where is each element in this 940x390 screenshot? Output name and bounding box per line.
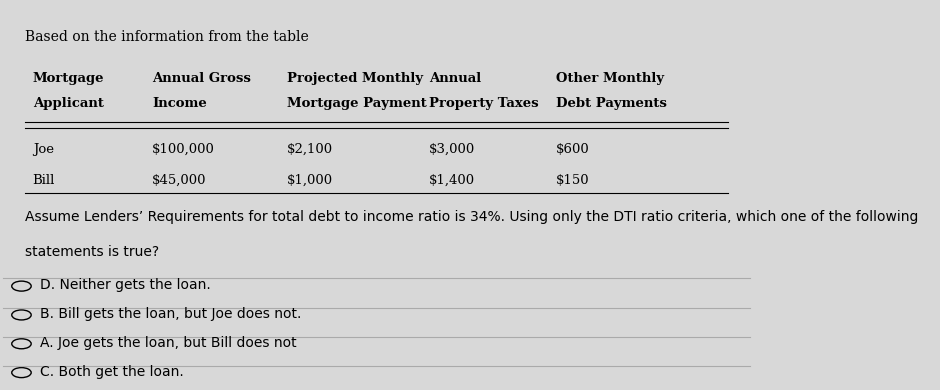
Text: $1,400: $1,400	[429, 174, 475, 187]
Text: A. Joe gets the loan, but Bill does not: A. Joe gets the loan, but Bill does not	[40, 336, 297, 350]
Text: $600: $600	[556, 143, 589, 156]
Text: Annual Gross: Annual Gross	[152, 72, 251, 85]
Text: $45,000: $45,000	[152, 174, 207, 187]
Text: $2,100: $2,100	[287, 143, 333, 156]
Text: $1,000: $1,000	[287, 174, 333, 187]
Text: Assume Lenders’ Requirements for total debt to income ratio is 34%. Using only t: Assume Lenders’ Requirements for total d…	[25, 210, 918, 224]
Text: Applicant: Applicant	[33, 97, 103, 110]
Text: Projected Monthly: Projected Monthly	[287, 72, 423, 85]
Text: Income: Income	[152, 97, 207, 110]
Text: Mortgage Payment: Mortgage Payment	[287, 97, 427, 110]
Text: $100,000: $100,000	[152, 143, 215, 156]
Text: statements is true?: statements is true?	[25, 245, 160, 259]
Text: B. Bill gets the loan, but Joe does not.: B. Bill gets the loan, but Joe does not.	[40, 307, 302, 321]
Text: Other Monthly: Other Monthly	[556, 72, 665, 85]
Text: Property Taxes: Property Taxes	[429, 97, 539, 110]
Text: $150: $150	[556, 174, 589, 187]
Text: Mortgage: Mortgage	[33, 72, 104, 85]
Text: Bill: Bill	[33, 174, 55, 187]
Text: Joe: Joe	[33, 143, 54, 156]
Text: Annual: Annual	[429, 72, 481, 85]
Text: C. Both get the loan.: C. Both get the loan.	[40, 365, 184, 379]
Text: Based on the information from the table: Based on the information from the table	[25, 30, 309, 44]
Text: Debt Payments: Debt Payments	[556, 97, 667, 110]
Text: D. Neither gets the loan.: D. Neither gets the loan.	[40, 278, 211, 292]
Text: $3,000: $3,000	[429, 143, 476, 156]
